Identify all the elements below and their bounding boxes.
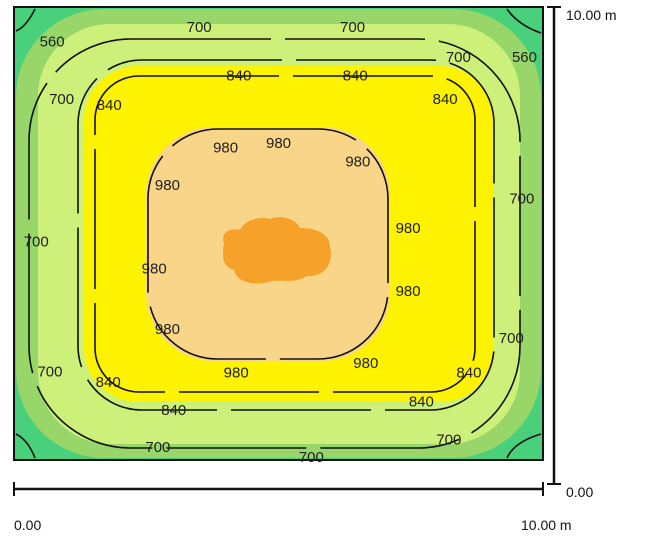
- y-scale-bar: 10.00 m 0.00: [547, 6, 617, 500]
- corner-arc-bottom-left: [15, 433, 36, 459]
- contour-label: 840: [433, 91, 458, 108]
- contour-label: 980: [213, 139, 238, 156]
- contour-label: 700: [49, 91, 74, 108]
- contour-label: 840: [97, 97, 122, 114]
- zone-peak: [223, 217, 331, 284]
- contour-line-700: [77, 59, 495, 411]
- contour-label: 700: [509, 190, 534, 207]
- y-bottom-label: 0.00: [566, 484, 593, 500]
- contour-label: 980: [353, 355, 378, 372]
- contour-label: 840: [409, 393, 434, 410]
- contour-label: 700: [145, 439, 170, 456]
- contour-label: 980: [345, 153, 370, 170]
- contour-label: 840: [456, 364, 481, 381]
- contour-label: 700: [24, 234, 49, 251]
- contour-line-outer: [28, 38, 521, 449]
- contour-label: 980: [155, 321, 180, 338]
- y-top-label: 10.00 m: [566, 7, 617, 23]
- contour-label: 700: [37, 364, 62, 381]
- x-end-label: 10.00 m: [521, 517, 572, 533]
- contour-label: 700: [436, 431, 461, 448]
- x-scale-bar: 0.00 10.00 m: [13, 482, 572, 533]
- contour-line-980: [147, 128, 389, 360]
- corner-arc-top-right: [506, 8, 542, 34]
- x-start-label: 0.00: [14, 517, 41, 533]
- corner-arc-bottom-right: [506, 433, 542, 459]
- contour-label: 700: [299, 449, 324, 466]
- contour-label: 560: [40, 33, 65, 50]
- corner-arc-top-left: [15, 8, 36, 32]
- contour-label: 980: [155, 177, 180, 194]
- contour-label: 840: [161, 402, 186, 419]
- contour-label: 980: [396, 283, 421, 300]
- contour-label: 700: [446, 49, 471, 66]
- contour-label: 560: [512, 49, 537, 66]
- contour-label: 840: [343, 67, 368, 84]
- contour-label: 840: [226, 67, 251, 84]
- plot-border: [13, 6, 544, 461]
- contour-labels: 700 700 560 700 560 840 840 700 840 840 980 980 980 9…: [24, 19, 537, 466]
- contour-line-840: [94, 75, 476, 393]
- contour-label: 700: [499, 330, 524, 347]
- contour-label: 980: [224, 364, 249, 381]
- contour-label: 980: [142, 261, 167, 278]
- contour-label: 980: [266, 135, 291, 152]
- contour-label: 980: [396, 220, 421, 237]
- contour-label: 700: [187, 19, 212, 36]
- contour-label: 700: [340, 19, 365, 36]
- contour-label: 840: [96, 374, 121, 391]
